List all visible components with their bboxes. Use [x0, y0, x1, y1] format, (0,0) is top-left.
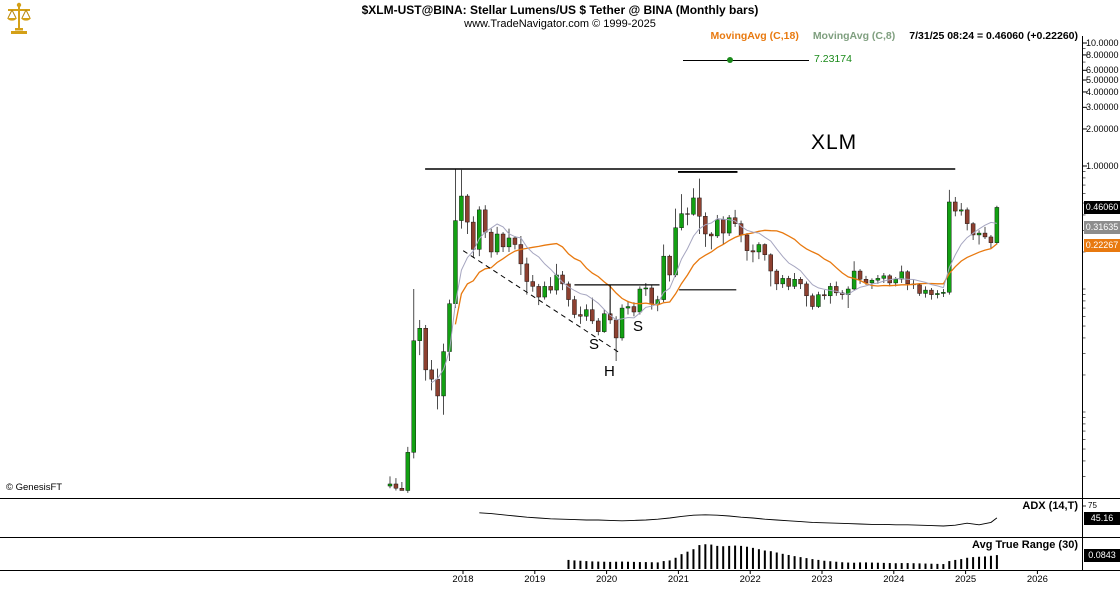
right-shoulder-annotation[interactable]: S — [633, 318, 644, 335]
adx-panel-label[interactable]: ADX (14,T) — [1022, 500, 1078, 512]
x-axis-year-label: 2021 — [667, 574, 689, 585]
ma8-value-box: 0.31635 — [1084, 221, 1120, 234]
left-shoulder-annotation[interactable]: S — [589, 336, 600, 353]
price-tick-label: 1.00000 — [1086, 161, 1119, 171]
symbol-annotation[interactable]: XLM — [811, 131, 858, 154]
chart-title: $XLM-UST@BINA: Stellar Lumens/US $ Tethe… — [361, 3, 759, 17]
x-axis-year-label: 2024 — [883, 574, 905, 585]
adx-scale-label: 75 — [1088, 501, 1097, 510]
price-tick-label: 4.00000 — [1086, 86, 1119, 97]
price-tick-label: 8.00000 — [1086, 49, 1119, 60]
adx-value-box: 45.16 — [1084, 512, 1120, 525]
price-tick-label: 2.00000 — [1086, 123, 1119, 134]
x-axis-year-label: 2026 — [1026, 574, 1048, 585]
x-axis-year-label: 2020 — [596, 574, 618, 585]
price-tick-label: 10.0000 — [1086, 38, 1119, 48]
level-marker-line — [683, 60, 809, 61]
ma18-value-box: 0.22267 — [1084, 239, 1120, 252]
price-tick-label: 5.00000 — [1086, 75, 1119, 86]
ma8-legend-label[interactable]: MovingAvg (C,8) — [812, 30, 896, 42]
last-quote-label: 7/31/25 08:24 = 0.46060 (+0.22260) — [909, 30, 1078, 42]
atr-value-box: 0.0843 — [1084, 549, 1120, 562]
x-axis-year-label: 2019 — [524, 574, 546, 585]
atr-panel-label[interactable]: Avg True Range (30) — [972, 539, 1078, 551]
copyright-subtitle: www.TradeNavigator.com © 1999-2025 — [464, 18, 656, 30]
indicator-legend: MovingAvg (C,18) MovingAvg (C,8) 7/31/25… — [711, 30, 1078, 42]
x-axis-year-label: 2023 — [811, 574, 833, 585]
price-tick-label: 6.00000 — [1086, 65, 1119, 76]
genesisft-watermark: © GenesisFT — [6, 482, 63, 493]
level-marker-value: 7.23174 — [814, 53, 852, 65]
head-annotation[interactable]: H — [604, 363, 615, 380]
scales-logo-icon — [4, 2, 34, 40]
price-tick-label: 3.00000 — [1086, 102, 1119, 113]
x-axis-year-label: 2025 — [955, 574, 977, 585]
level-marker-dot — [727, 57, 733, 63]
x-axis-year-label: 2018 — [452, 574, 474, 585]
x-axis-year-label: 2022 — [739, 574, 761, 585]
last-price-box: 0.46060 — [1084, 201, 1120, 214]
ma18-legend-label[interactable]: MovingAvg (C,18) — [710, 30, 799, 42]
